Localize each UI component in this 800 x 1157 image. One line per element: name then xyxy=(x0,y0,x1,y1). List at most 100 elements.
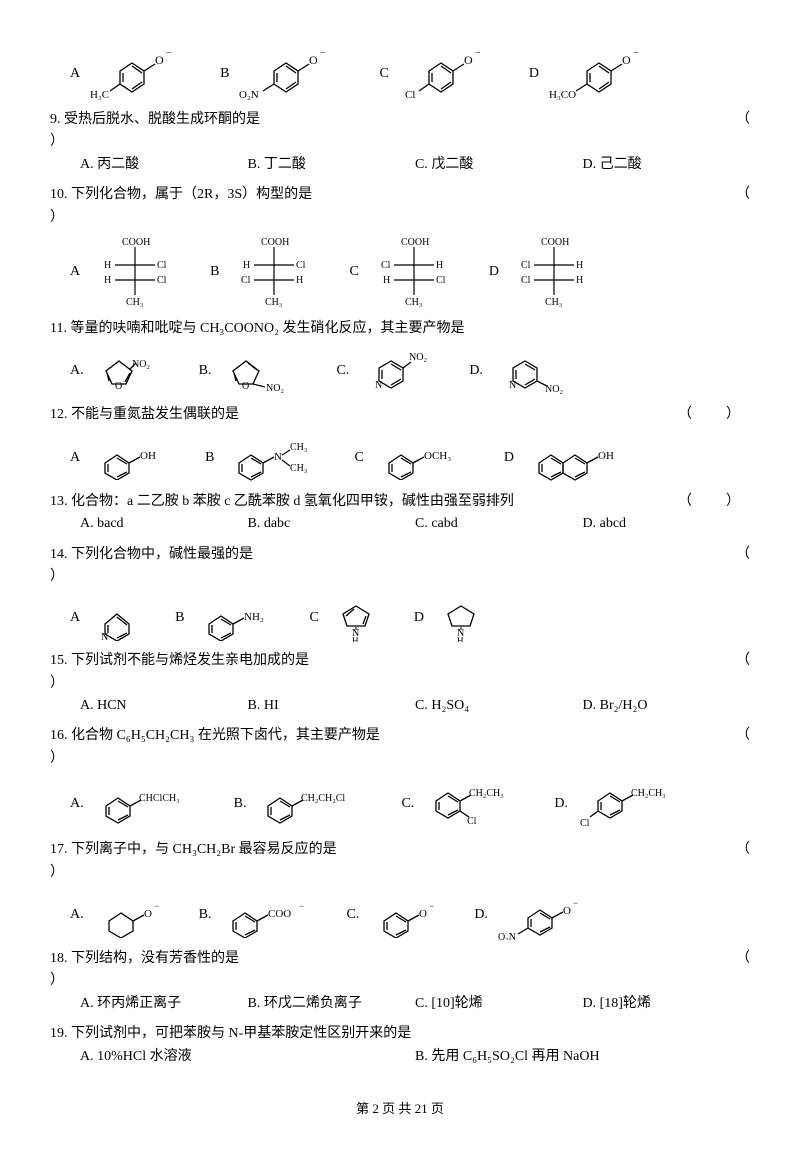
naphthol: OH xyxy=(524,433,634,483)
q11-option-b: B. O NO₂ xyxy=(199,349,307,394)
q16-option-d: D. CH₂CH₃ Cl xyxy=(554,776,683,831)
furan-2-nitro: O NO₂ xyxy=(221,349,306,394)
q11-c-label: C. xyxy=(336,360,349,382)
q16-d-label: D. xyxy=(554,793,568,815)
q11-option-a: A. ONO₂ xyxy=(70,349,169,394)
svg-text:NO₂: NO₂ xyxy=(545,384,563,395)
molecule-nitrophenoxide: O− O₂N xyxy=(239,46,349,101)
fischer-a: COOH HCl HCl CH₃ xyxy=(90,235,180,310)
q9-c: C. 戊二酸 xyxy=(415,154,583,176)
svg-text:N: N xyxy=(274,451,282,463)
q13-d: D. abcd xyxy=(583,513,751,535)
question-19: 19. 下列试剂中，可把苯胺与 N-甲基苯胺定性区别开来的是 A. 10%HCl… xyxy=(50,1023,750,1068)
svg-text:Cl: Cl xyxy=(157,275,167,286)
svg-text:Cl: Cl xyxy=(436,275,446,286)
q14-options: A N B NH₂ C NH D NH xyxy=(70,594,750,642)
q10-options: A COOH HCl HCl CH₃ B COOH HCl ClH CH₃ C xyxy=(70,235,750,310)
svg-text:CH₂CH₃: CH₂CH₃ xyxy=(469,788,504,799)
q8-option-c: C O− Cl xyxy=(379,46,498,101)
svg-text:H₃CO: H₃CO xyxy=(549,89,576,101)
q10-option-a: A COOH HCl HCl CH₃ xyxy=(70,235,180,310)
svg-text:−: − xyxy=(475,48,481,59)
svg-text:CH₃: CH₃ xyxy=(290,442,307,453)
pyridine-3-nitro: N NO₂ xyxy=(359,346,439,396)
svg-text:O₂N: O₂N xyxy=(498,932,516,940)
q14-b-label: B xyxy=(175,607,184,629)
q8-b-label: B xyxy=(220,66,229,82)
q12-options: A OH B N CH₃ CH₃ C OCH₃ D xyxy=(70,433,750,483)
q15-paren-close: ） xyxy=(50,676,64,691)
svg-text:COO: COO xyxy=(268,908,291,920)
pyridine: N xyxy=(90,596,145,641)
q16-c-label: C. xyxy=(401,793,414,815)
molecule-methylphenoxide: O− H₃C xyxy=(90,46,190,101)
q14-paren: （ xyxy=(736,544,750,566)
svg-text:H: H xyxy=(104,260,111,271)
svg-text:H: H xyxy=(352,636,359,642)
q12-a-label: A xyxy=(70,447,80,469)
q19-options: A. 10%HCl 水溶液 B. 先用 C₆H₅SO₂Cl 再用 NaOH xyxy=(80,1046,750,1068)
q16-paren: （ xyxy=(736,725,750,747)
o-chloroethylbenzene: CH₂CH₃ Cl xyxy=(424,776,524,831)
q18-text: 18. 下列结构，没有芳香性的是 xyxy=(50,948,750,970)
svg-text:N: N xyxy=(509,380,516,391)
fischer-b: COOH HCl ClH CH₃ xyxy=(229,235,319,310)
svg-text:H: H xyxy=(436,260,443,271)
q9-paren: （ xyxy=(736,109,750,131)
cyclohexoxide: O− xyxy=(94,893,169,938)
q18-a: A. 环丙烯正离子 xyxy=(80,993,248,1015)
question-17: （ 17. 下列离子中，与 CH₃CH₂Br 最容易反应的是 ） A. O− B… xyxy=(50,839,750,940)
q15-d: D. Br₂/H₂O xyxy=(583,695,751,717)
svg-text:H: H xyxy=(243,260,250,271)
q13-text: 13. 化合物：a 二乙胺 b 苯胺 c 乙酰苯胺 d 氢氧化四甲铵，碱性由强至… xyxy=(50,494,514,509)
question-10: （ 10. 下列化合物，属于（2R，3S）构型的是 ） A COOH HCl H… xyxy=(50,184,750,310)
svg-text:Cl: Cl xyxy=(467,816,477,827)
q17-paren-close: ） xyxy=(50,865,64,880)
q12-paren: （ ） xyxy=(678,404,750,426)
q13-options: A. bacd B. dabc C. cabd D. abcd xyxy=(80,513,750,535)
q17-option-b: B. COO− xyxy=(199,893,317,938)
q14-option-a: A N xyxy=(70,596,145,641)
q10-b-label: B xyxy=(210,261,219,283)
svg-text:Cl: Cl xyxy=(381,260,391,271)
q15-text: 15. 下列试剂不能与烯烃发生亲电加成的是 xyxy=(50,650,750,672)
svg-text:O₂N: O₂N xyxy=(239,89,259,101)
q10-option-d: D COOH ClH ClH CH₃ xyxy=(489,235,599,310)
q13-paren: （ ） xyxy=(678,491,750,513)
q11-d-label: D. xyxy=(469,360,483,382)
svg-text:H: H xyxy=(296,275,303,286)
svg-text:O: O xyxy=(419,908,427,920)
q8-c-label: C xyxy=(379,66,388,82)
q11-options: A. ONO₂ B. O NO₂ C. N NO₂ D. xyxy=(70,346,750,396)
svg-text:O: O xyxy=(309,53,318,67)
svg-text:−: − xyxy=(633,48,639,59)
page-footer: 第 2 页 共 21 页 xyxy=(50,1098,750,1117)
fischer-c: COOH ClH HCl CH₃ xyxy=(369,235,459,310)
q16-a-label: A. xyxy=(70,793,84,815)
svg-text:Cl: Cl xyxy=(521,275,531,286)
svg-text:NO₂: NO₂ xyxy=(409,352,427,363)
q17-option-a: A. O− xyxy=(70,893,169,938)
svg-text:CH₃: CH₃ xyxy=(265,297,282,308)
q19-a: A. 10%HCl 水溶液 xyxy=(80,1046,415,1068)
q8-options: A O− H₃C B O− O₂N C xyxy=(70,46,750,101)
svg-text:N: N xyxy=(101,632,108,641)
q17-text: 17. 下列离子中，与 CH₃CH₂Br 最容易反应的是 xyxy=(50,839,750,861)
question-18: （ 18. 下列结构，没有芳香性的是 ） A. 环丙烯正离子 B. 环戊二烯负离… xyxy=(50,948,750,1015)
q14-c-label: C xyxy=(309,607,318,629)
q14-paren-close: ） xyxy=(50,569,64,584)
q19-b: B. 先用 C₆H₅SO₂Cl 再用 NaOH xyxy=(415,1046,750,1068)
svg-text:Cl: Cl xyxy=(521,260,531,271)
svg-text:Cl: Cl xyxy=(296,260,306,271)
q15-options: A. HCN B. HI C. H₂SO₄ D. Br₂/H₂O xyxy=(80,695,750,717)
q15-paren: （ xyxy=(736,650,750,672)
q10-c-label: C xyxy=(349,261,358,283)
q14-d-label: D xyxy=(414,607,424,629)
svg-text:O: O xyxy=(563,905,571,917)
pyrrole: NH xyxy=(329,594,384,642)
svg-text:CH₃: CH₃ xyxy=(290,463,307,474)
svg-text:COOH: COOH xyxy=(261,237,289,248)
q17-options: A. O− B. COO− C. O− D. O− O xyxy=(70,890,750,940)
q18-paren-close: ） xyxy=(50,973,64,988)
q15-a: A. HCN xyxy=(80,695,248,717)
